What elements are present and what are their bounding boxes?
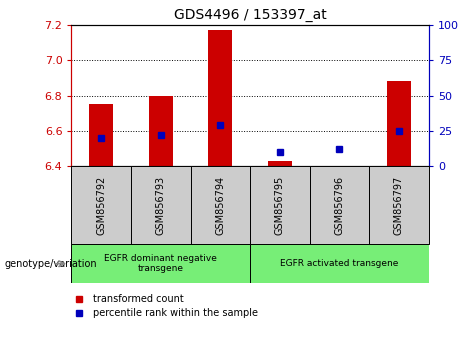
Text: GSM856793: GSM856793 <box>156 176 166 235</box>
Bar <box>71 244 250 283</box>
Text: GSM856792: GSM856792 <box>96 176 106 235</box>
Text: GSM856797: GSM856797 <box>394 176 404 235</box>
Title: GDS4496 / 153397_at: GDS4496 / 153397_at <box>174 8 326 22</box>
Text: EGFR activated transgene: EGFR activated transgene <box>280 259 399 268</box>
Text: GSM856795: GSM856795 <box>275 176 285 235</box>
Bar <box>89 104 113 166</box>
Text: GSM856796: GSM856796 <box>334 176 344 235</box>
Text: genotype/variation: genotype/variation <box>5 259 97 269</box>
Bar <box>208 30 232 166</box>
Text: GSM856794: GSM856794 <box>215 176 225 235</box>
Bar <box>268 161 292 166</box>
Bar <box>250 166 310 244</box>
Bar <box>71 166 131 244</box>
Bar <box>310 166 369 244</box>
Text: EGFR dominant negative
transgene: EGFR dominant negative transgene <box>104 254 217 273</box>
Bar <box>250 244 429 283</box>
Bar <box>131 166 190 244</box>
Bar <box>149 96 173 166</box>
Text: transformed count: transformed count <box>93 294 183 304</box>
Bar <box>387 81 411 166</box>
Bar <box>190 166 250 244</box>
Text: percentile rank within the sample: percentile rank within the sample <box>93 308 258 318</box>
Bar <box>369 166 429 244</box>
